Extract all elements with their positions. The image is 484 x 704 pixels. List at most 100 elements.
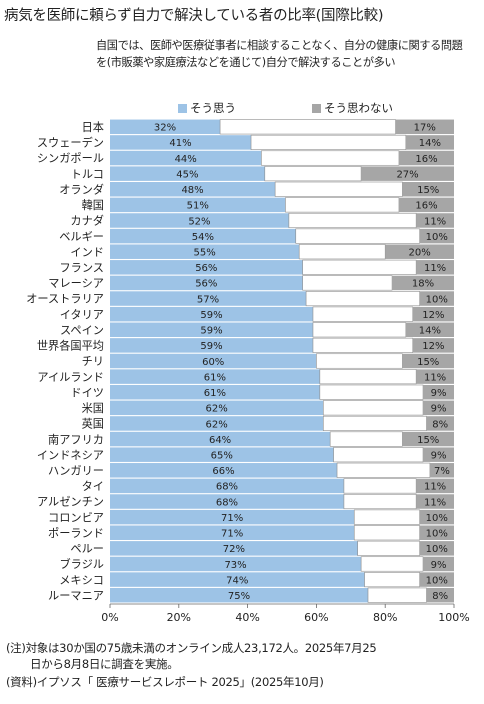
data-label-disagree: 10% bbox=[426, 575, 448, 586]
bar-agree bbox=[110, 182, 276, 197]
bar-agree bbox=[110, 494, 344, 509]
category-label: 英国 bbox=[82, 417, 104, 431]
data-label-disagree: 8% bbox=[432, 419, 448, 430]
bar-disagree bbox=[426, 587, 454, 603]
category-label: インド bbox=[70, 246, 104, 259]
data-label-disagree: 14% bbox=[419, 326, 441, 337]
data-label-agree: 71% bbox=[221, 529, 243, 540]
category-label: トルコ bbox=[71, 168, 104, 181]
bar-agree bbox=[110, 353, 317, 369]
category-label: オランダ bbox=[59, 182, 104, 196]
bar-neutral bbox=[343, 478, 417, 494]
x-tick-label: 100% bbox=[438, 611, 469, 624]
bar-agree bbox=[110, 166, 265, 181]
data-label-agree: 59% bbox=[200, 326, 222, 337]
data-label-agree: 62% bbox=[206, 404, 228, 415]
data-label-agree: 61% bbox=[204, 388, 226, 399]
category-label: オーストラリア bbox=[26, 293, 104, 306]
bar-agree bbox=[110, 291, 307, 306]
data-label-disagree: 27% bbox=[396, 169, 418, 180]
bar-agree bbox=[110, 400, 324, 416]
category-label: シンガポール bbox=[37, 152, 104, 165]
bar-neutral bbox=[302, 259, 417, 275]
bar-disagree bbox=[402, 431, 454, 447]
bar-neutral bbox=[336, 462, 431, 478]
data-label-disagree: 10% bbox=[426, 294, 448, 305]
bar-neutral bbox=[285, 197, 400, 213]
footnote-line-1: (注)対象は30か国の75歳未満のオンライン成人23,172人。2025年7月2… bbox=[6, 641, 377, 655]
data-label-disagree: 11% bbox=[424, 216, 446, 227]
bar-neutral bbox=[250, 134, 407, 150]
bar-agree bbox=[110, 447, 334, 462]
bar-agree bbox=[110, 587, 368, 603]
data-label-disagree: 12% bbox=[422, 341, 444, 352]
bar-agree bbox=[110, 556, 362, 572]
data-label-agree: 72% bbox=[223, 544, 245, 555]
bar-neutral bbox=[274, 181, 403, 197]
bar-disagree bbox=[416, 260, 454, 275]
bar-disagree bbox=[398, 150, 454, 166]
category-label: ブラジル bbox=[59, 557, 104, 571]
data-label-disagree: 9% bbox=[431, 450, 447, 461]
bar-neutral bbox=[316, 353, 403, 369]
bar-disagree bbox=[419, 228, 454, 244]
category-label: ポーランド bbox=[48, 527, 104, 540]
data-label-agree: 61% bbox=[204, 372, 226, 383]
bar-agree bbox=[110, 416, 324, 431]
data-label-disagree: 12% bbox=[422, 310, 444, 321]
bar-neutral bbox=[264, 166, 362, 182]
chart-title: 病気を医師に頼らず自力で解決している者の比率(国際比較) bbox=[4, 8, 384, 24]
bar-neutral bbox=[298, 244, 386, 260]
data-label-disagree: 15% bbox=[417, 357, 439, 368]
data-label-agree: 68% bbox=[216, 482, 238, 493]
bar-neutral bbox=[357, 540, 420, 556]
bar-neutral bbox=[353, 509, 420, 525]
data-label-agree: 59% bbox=[200, 310, 222, 321]
bar-disagree bbox=[419, 291, 454, 306]
category-label: タイ bbox=[82, 480, 104, 493]
data-label-disagree: 10% bbox=[426, 544, 448, 555]
legend-label-agree: そう思う bbox=[190, 101, 236, 115]
category-label: スウェーデン bbox=[37, 136, 104, 150]
data-label-disagree: 9% bbox=[431, 388, 447, 399]
data-label-agree: 74% bbox=[226, 575, 248, 586]
data-label-agree: 71% bbox=[221, 513, 243, 524]
bar-neutral bbox=[312, 322, 407, 338]
bar-disagree bbox=[423, 556, 454, 572]
category-label: スペイン bbox=[60, 324, 104, 337]
data-label-agree: 45% bbox=[176, 169, 198, 180]
bar-neutral bbox=[319, 369, 417, 385]
data-label-agree: 55% bbox=[193, 248, 215, 259]
data-label-disagree: 11% bbox=[424, 263, 446, 274]
data-label-disagree: 16% bbox=[415, 201, 437, 212]
category-label: ドイツ bbox=[70, 386, 104, 399]
data-label-agree: 62% bbox=[206, 419, 228, 430]
category-label: ハンガリー bbox=[48, 464, 104, 477]
data-label-agree: 54% bbox=[192, 232, 214, 243]
data-label-disagree: 14% bbox=[419, 138, 441, 149]
data-label-disagree: 17% bbox=[414, 123, 436, 134]
bar-agree bbox=[110, 463, 338, 478]
bar-disagree bbox=[423, 447, 454, 462]
bar-agree bbox=[110, 572, 365, 587]
bar-disagree bbox=[395, 119, 454, 135]
bar-disagree bbox=[402, 353, 454, 369]
legend-swatch-disagree bbox=[312, 103, 321, 113]
data-label-disagree: 9% bbox=[431, 404, 447, 415]
x-tick-label: 40% bbox=[235, 611, 259, 624]
data-label-agree: 48% bbox=[181, 185, 203, 196]
bar-neutral bbox=[333, 447, 424, 463]
bar-neutral bbox=[364, 572, 420, 588]
category-label: メキシコ bbox=[59, 574, 104, 587]
bar-neutral bbox=[312, 337, 414, 353]
bar-agree bbox=[110, 135, 252, 150]
data-label-disagree: 9% bbox=[431, 560, 447, 571]
bar-neutral bbox=[219, 119, 396, 135]
category-label: ペルー bbox=[70, 543, 104, 556]
data-label-disagree: 18% bbox=[412, 279, 434, 290]
data-label-disagree: 10% bbox=[426, 513, 448, 524]
data-label-disagree: 8% bbox=[432, 591, 448, 602]
category-label: ルーマニア bbox=[48, 589, 104, 602]
bar-disagree bbox=[416, 369, 454, 384]
